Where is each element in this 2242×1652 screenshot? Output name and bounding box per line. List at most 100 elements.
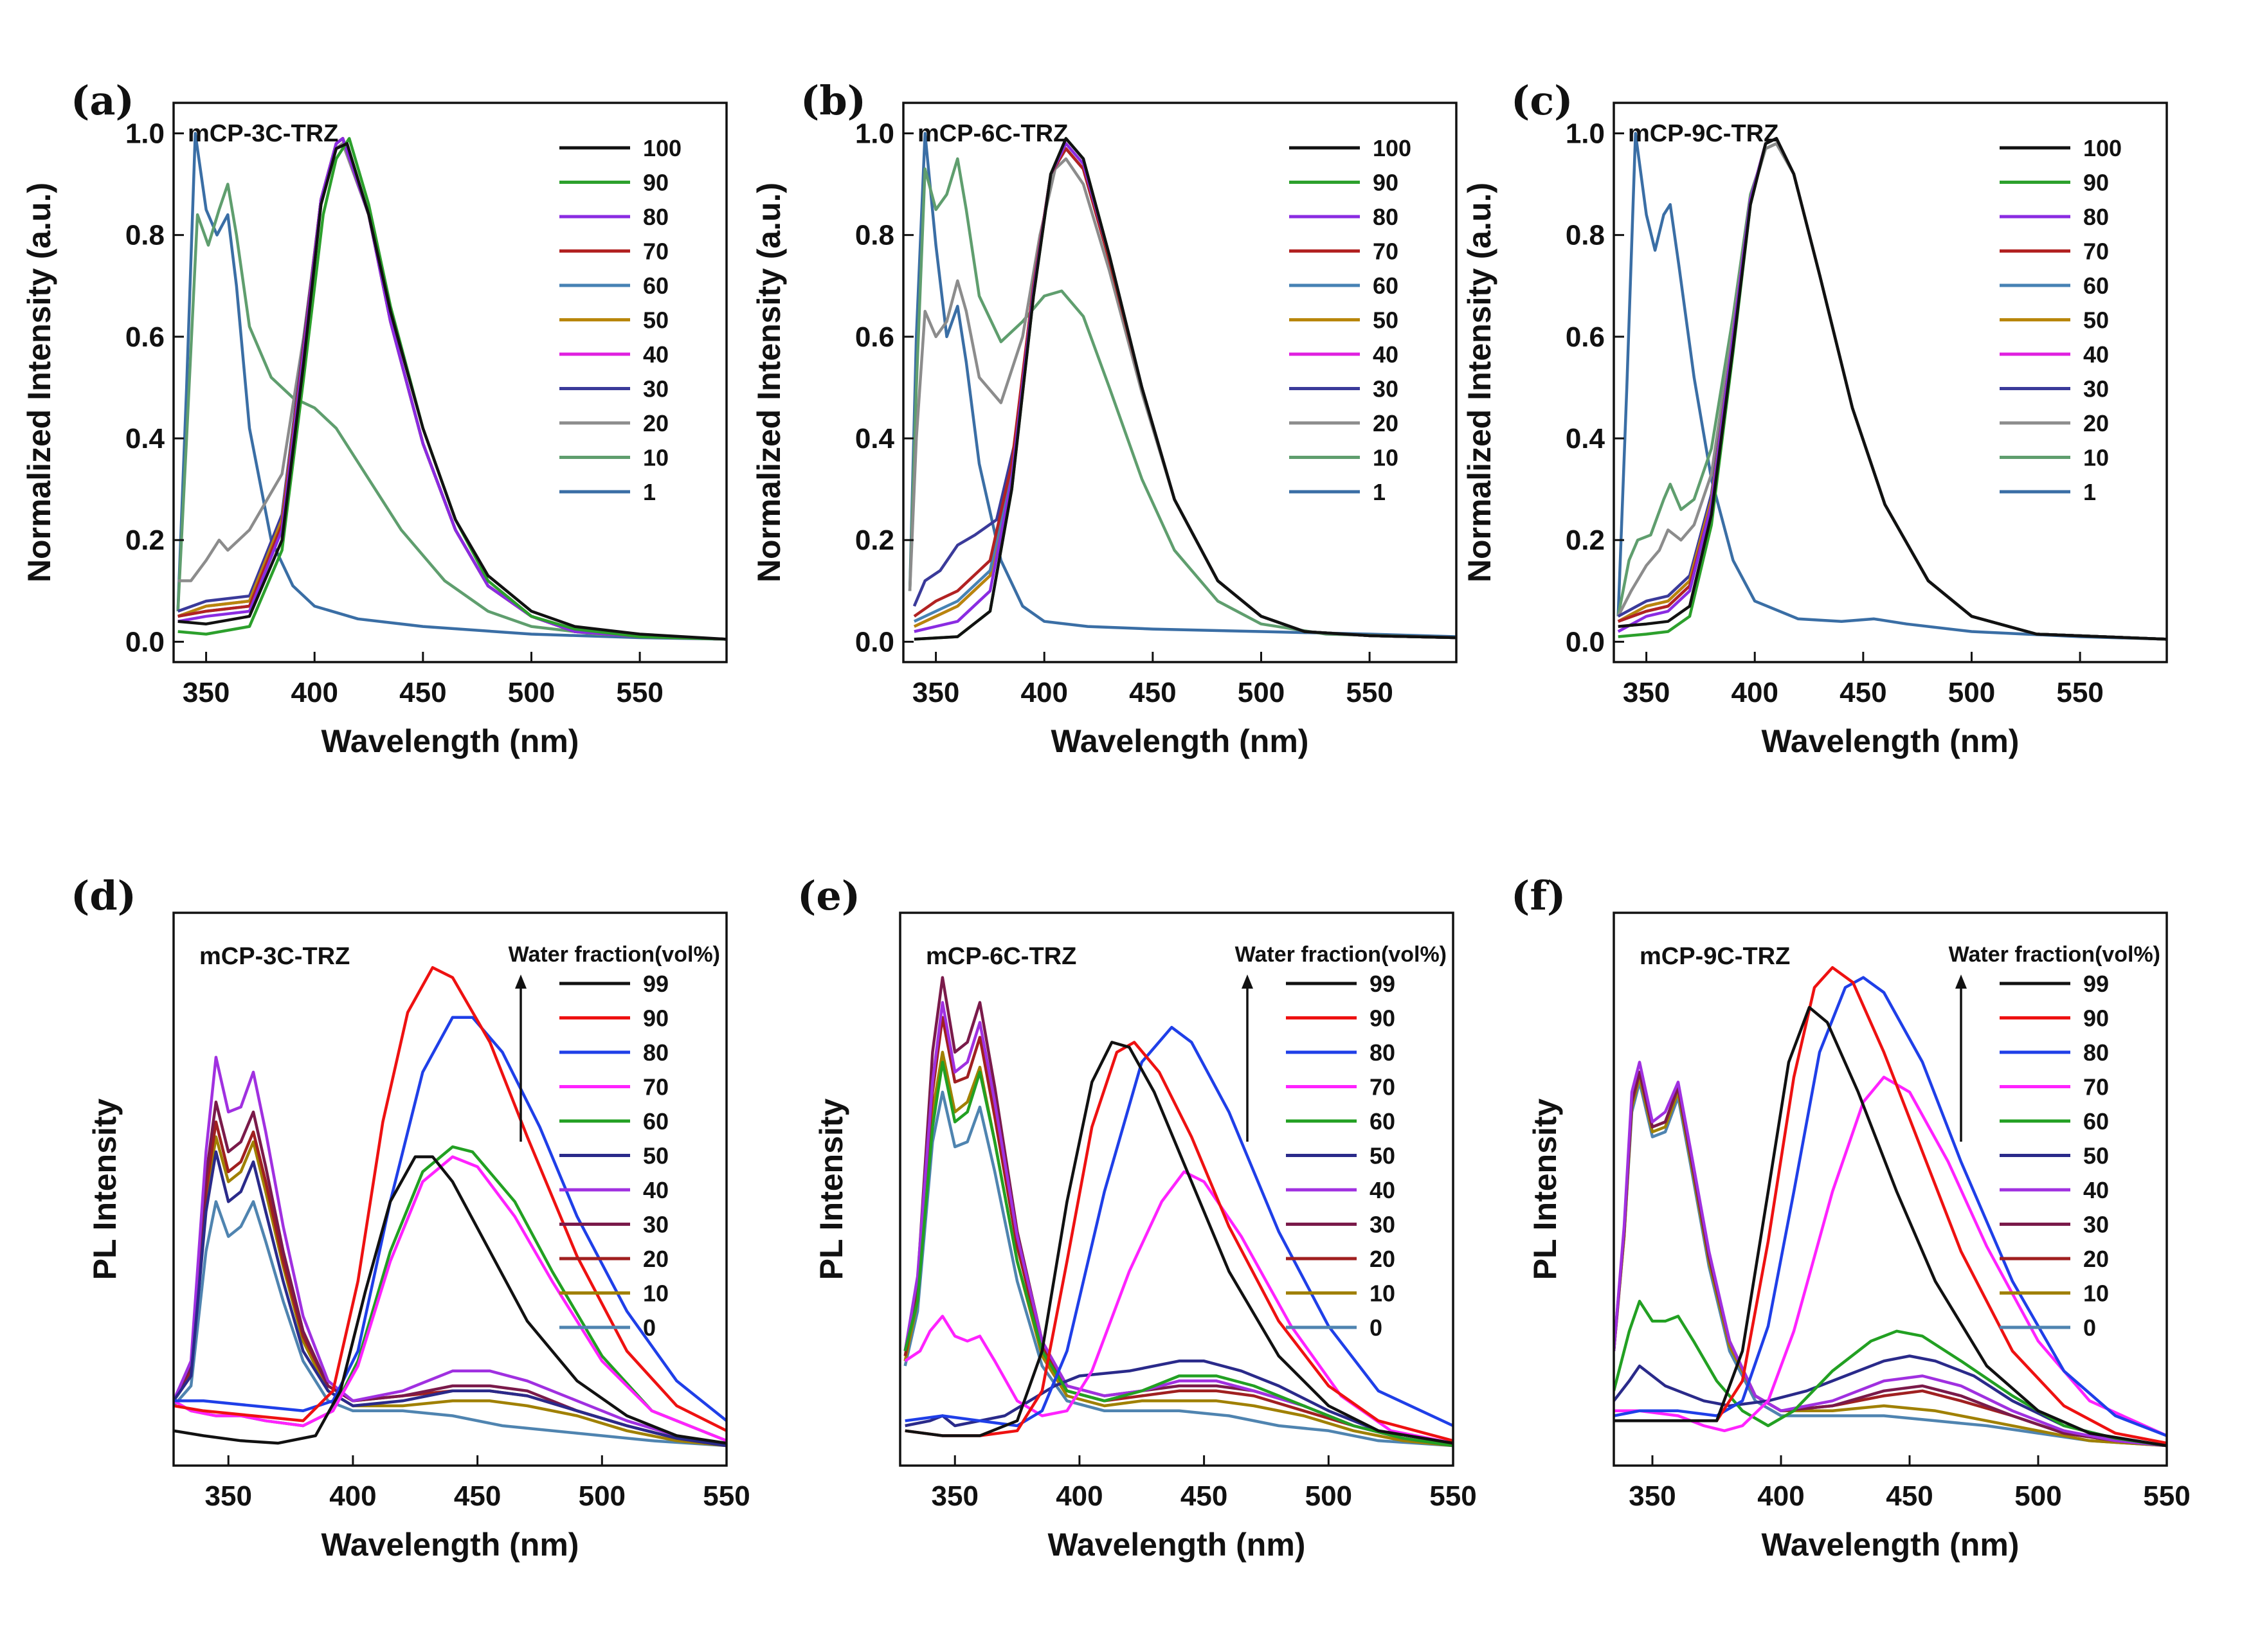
series-line-80: [174, 1016, 727, 1423]
x-tick-label: 550: [703, 1480, 750, 1512]
x-tick-label: 550: [1346, 677, 1393, 708]
x-tick-label: 400: [1731, 677, 1778, 708]
legend-label: 90: [2083, 1005, 2109, 1032]
x-axis-label: Wavelength (nm): [321, 1527, 579, 1563]
y-tick-label: 0.8: [855, 220, 894, 251]
y-tick-label: 0.8: [125, 220, 165, 251]
legend-label: 1: [1373, 479, 1386, 505]
legend-label: 70: [643, 238, 669, 265]
legend-label: 70: [1370, 1074, 1395, 1100]
legend-label: 70: [1373, 238, 1398, 265]
legend-label: 20: [1370, 1246, 1395, 1272]
legend-label: 40: [2083, 1177, 2109, 1203]
legend-label: 80: [643, 1039, 669, 1066]
series-line-10: [903, 1050, 1453, 1448]
legend-label: 20: [2083, 1246, 2109, 1272]
panel-a: 350 400 450 500 550 0.0 0.2 0.4 0.6 0.8 1.0 Wavelen…: [19, 39, 765, 842]
x-tick-label: 550: [2143, 1480, 2190, 1512]
legend-label: 40: [1373, 341, 1398, 368]
x-tick-label: 400: [1757, 1480, 1804, 1512]
series-line-70: [1614, 1075, 2167, 1437]
series-line-50: [905, 1360, 1453, 1445]
y-tick-label: 0.0: [125, 626, 165, 658]
y-tick-label: 0.2: [1566, 525, 1605, 556]
legend-label: 1: [643, 479, 656, 505]
x-axis-label: Wavelength (nm): [1762, 1527, 2020, 1563]
series-line-40: [1614, 1061, 2167, 1448]
compound-title: mCP-9C-TRZ: [1628, 120, 1778, 147]
legend-label: 70: [643, 1074, 669, 1100]
legend-label: 60: [1373, 273, 1398, 299]
plot-frame: [1613, 911, 2168, 1467]
legend-label: 30: [1373, 376, 1398, 402]
y-axis-label: Normalized Intensity (a.u.): [1461, 183, 1497, 582]
plot-frame: [902, 102, 1458, 663]
x-tick-label: 400: [1056, 1480, 1103, 1512]
legend-label: 80: [643, 204, 669, 230]
series-line-99: [1614, 1005, 2167, 1448]
legend-label: 70: [2083, 238, 2109, 265]
legend-label: 90: [643, 170, 669, 196]
legend-label: 99: [643, 971, 669, 997]
legend-label: 30: [2083, 1212, 2109, 1238]
y-tick-label: 0.2: [125, 525, 165, 556]
legend-label: 20: [643, 1246, 669, 1272]
x-tick-label: 500: [508, 677, 555, 708]
y-tick-label: 1.0: [855, 118, 894, 149]
legend-label: 20: [2083, 410, 2109, 436]
x-tick-label: 400: [329, 1480, 376, 1512]
y-tick-label: 0.6: [855, 321, 894, 353]
y-axis-label: PL Intensity: [87, 1099, 123, 1280]
series-line-1: [1616, 132, 2167, 641]
plot-frame: [899, 911, 1454, 1467]
series-line-50: [174, 1150, 727, 1448]
compound-title: mCP-3C-TRZ: [199, 943, 350, 970]
legend-label: 99: [1370, 971, 1395, 997]
panel-d: 350 400 450 500 550 Wavelength (nm) PL Intensi…: [19, 848, 765, 1652]
panel-f: 350 400 450 500 550 Wavelength (nm) PL Intensi…: [1460, 848, 2205, 1652]
legend-title: Water fraction(vol%): [1235, 942, 1447, 967]
legend-label: 50: [2083, 307, 2109, 334]
x-tick-label: 350: [205, 1480, 252, 1512]
panel-label: (e): [797, 872, 860, 919]
y-tick-label: 0.0: [1566, 626, 1605, 658]
x-tick-label: 500: [1948, 677, 1995, 708]
series-line-60: [1614, 1300, 2167, 1448]
legend-label: 80: [1373, 204, 1398, 230]
legend-label: 99: [2083, 971, 2109, 997]
legend-label: 30: [643, 1212, 669, 1238]
y-tick-label: 1.0: [1566, 118, 1605, 149]
legend-label: 80: [2083, 1039, 2109, 1066]
legend-label: 10: [1373, 445, 1398, 471]
legend-label: 50: [2083, 1143, 2109, 1169]
series-line-0: [903, 1090, 1453, 1448]
legend-label: 80: [2083, 204, 2109, 230]
x-tick-label: 500: [1305, 1480, 1352, 1512]
y-tick-label: 1.0: [125, 118, 165, 149]
y-axis-label: Normalized Intensity (a.u.): [751, 183, 787, 582]
legend-label: 10: [643, 445, 669, 471]
y-tick-label: 0.0: [855, 626, 894, 658]
legend-label: 60: [2083, 273, 2109, 299]
series-line-90: [177, 137, 727, 641]
panel-label: (c): [1511, 77, 1573, 124]
x-tick-label: 350: [183, 677, 230, 708]
compound-title: mCP-9C-TRZ: [1640, 943, 1790, 970]
legend-label: 10: [2083, 1280, 2109, 1307]
legend-label: 40: [643, 341, 669, 368]
legend-label: 60: [2083, 1108, 2109, 1135]
legend-label: 10: [2083, 445, 2109, 471]
x-axis-label: Wavelength (nm): [1051, 723, 1309, 759]
x-tick-label: 450: [1886, 1480, 1933, 1512]
legend-label: 50: [1370, 1143, 1395, 1169]
series-line-10: [174, 1135, 727, 1448]
panel-c: 350 400 450 500 550 0.0 0.2 0.4 0.6 0.8 1.0 Wavelen…: [1460, 39, 2205, 842]
legend-title: Water fraction(vol%): [1949, 942, 2160, 967]
legend-label: 40: [643, 1177, 669, 1203]
x-tick-label: 450: [399, 677, 446, 708]
x-tick-label: 500: [579, 1480, 626, 1512]
